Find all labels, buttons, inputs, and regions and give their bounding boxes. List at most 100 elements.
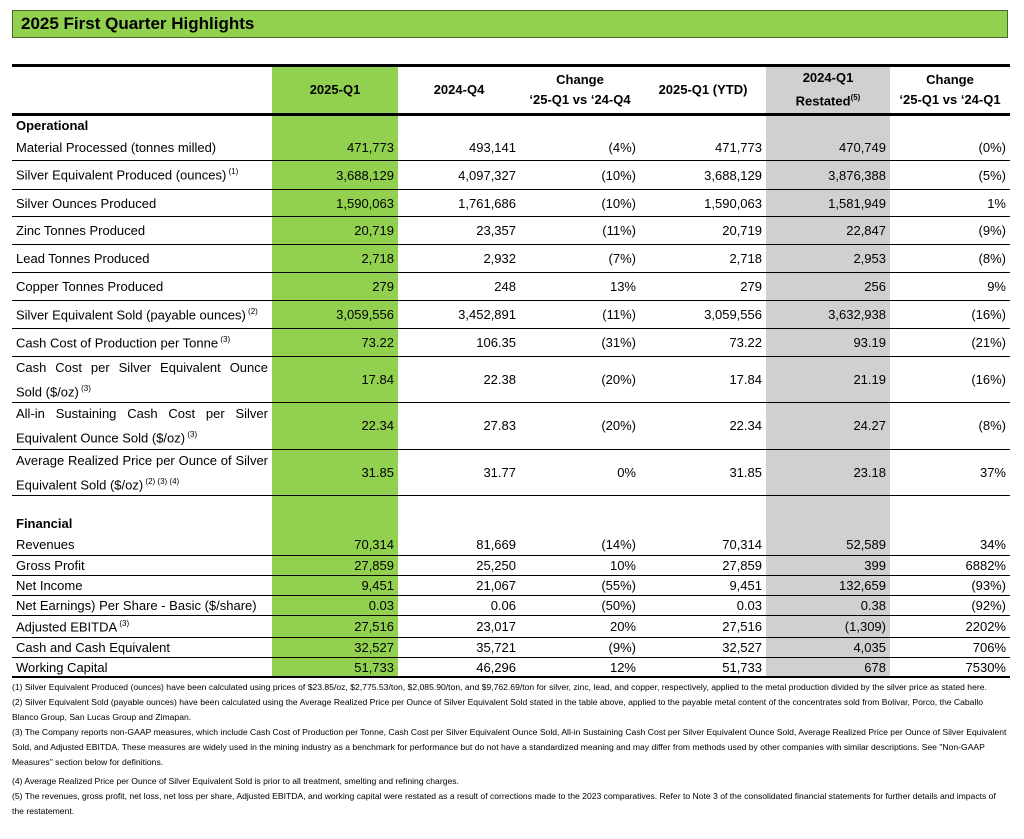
table-cell: 31.85	[640, 449, 766, 496]
table-cell: 0%	[520, 449, 640, 496]
table-cell: (93%)	[890, 575, 1010, 596]
table-cell: 22.34	[272, 402, 398, 450]
table-cell: (16%)	[890, 300, 1010, 329]
table-cell: 20,719	[640, 216, 766, 245]
row-label-text: Material Processed (tonnes milled)	[16, 139, 217, 155]
table-cell: 2,932	[398, 244, 520, 273]
table-cell: (14%)	[520, 533, 640, 556]
column-header: 2025-Q1 (YTD)	[640, 64, 766, 116]
row-label-text: Cash and Cash Equivalent	[16, 639, 170, 655]
table-cell: 1,590,063	[272, 189, 398, 217]
table-cell: 70,314	[272, 533, 398, 556]
table-cell: (10%)	[520, 160, 640, 190]
table-cell: 17.84	[272, 356, 398, 404]
table-row: Lead Tonnes Produced 2,718 2,932 (7%) 2,718 2…	[12, 244, 1010, 273]
footnote-ref: (2)	[245, 306, 258, 316]
footnote-ref: (3)	[78, 384, 91, 393]
page-title: 2025 First Quarter Highlights	[12, 10, 1008, 38]
table-cell: (50%)	[520, 595, 640, 616]
table-cell: 106.35	[398, 328, 520, 357]
table-cell: 31.85	[272, 449, 398, 496]
table-cell: (11%)	[520, 216, 640, 245]
table-cell: 32,527	[272, 637, 398, 658]
row-label-text: Zinc Tonnes Produced	[16, 223, 146, 238]
table-row: All-in Sustaining Cash Cost per Silver E…	[12, 402, 1010, 450]
footnote: (1) Silver Equivalent Produced (ounces) …	[12, 682, 987, 692]
section-title: Operational	[16, 117, 89, 133]
header-text: Change	[556, 72, 604, 87]
table-row: Cash Cost per Silver Equivalent Ounce So…	[12, 356, 1010, 404]
table-cell: 279	[640, 272, 766, 301]
table-cell: 0.03	[272, 595, 398, 616]
header-text: ‘25-Q1 vs ‘24-Q1	[899, 92, 1001, 107]
table-row: Gross Profit 27,859 25,250 10% 27,859 399 6882…	[12, 555, 1010, 576]
table-row: Zinc Tonnes Produced 20,719 23,357 (11%) 20,…	[12, 216, 1010, 245]
table-cell: 31.77	[398, 449, 520, 496]
table-cell: 35,721	[398, 637, 520, 658]
section-title: Financial	[16, 515, 73, 531]
table-cell: 0.38	[766, 595, 890, 616]
row-label-text: Net Income	[16, 577, 83, 593]
row-label-text: Copper Tonnes Produced	[16, 279, 164, 294]
header-text: 2024-Q4	[433, 82, 485, 97]
table-cell: 51,733	[640, 657, 766, 679]
table-cell: 23.18	[766, 449, 890, 496]
table-cell: 27.83	[398, 402, 520, 450]
table-cell: 248	[398, 272, 520, 301]
column-header: 2024-Q4	[398, 64, 520, 116]
table-cell: 256	[766, 272, 890, 301]
footnote-ref: (3)	[185, 430, 198, 440]
footnote: (4) Average Realized Price per Ounce of …	[12, 776, 459, 786]
column-header: 2024-Q1 Restated(5)	[766, 64, 890, 116]
table-cell: 6882%	[890, 555, 1010, 576]
row-label-text: Silver Equivalent Produced (ounces)	[16, 167, 227, 183]
row-label: All-in Sustaining Cash Cost per Silver E…	[12, 402, 272, 450]
table-cell: (7%)	[520, 244, 640, 273]
table-cell: 21,067	[398, 575, 520, 596]
table-cell: 12%	[520, 657, 640, 679]
table-cell: (1,309)	[766, 615, 890, 638]
table-row: Net Income 9,451 21,067 (55%) 9,451 132,659 (9…	[12, 575, 1010, 596]
table-cell: (31%)	[520, 328, 640, 357]
row-label: Silver Equivalent Sold (payable ounces) …	[12, 300, 272, 329]
table-cell: 1,581,949	[766, 189, 890, 217]
footnote: (5) The revenues, gross profit, net loss…	[12, 791, 996, 816]
footnote: (3) The Company reports non-GAAP measure…	[12, 727, 1007, 767]
table-cell: 27,859	[272, 555, 398, 576]
table-cell: (16%)	[890, 356, 1010, 404]
table-cell: 27,859	[640, 555, 766, 576]
table-cell: 51,733	[272, 657, 398, 679]
table-row: Revenues 70,314 81,669 (14%) 70,314 52,589 34%	[12, 533, 1010, 556]
table-cell: (9%)	[520, 637, 640, 658]
row-label: Material Processed (tonnes milled)	[12, 134, 272, 161]
table-cell: 34%	[890, 533, 1010, 556]
table-row: Adjusted EBITDA (3) 27,516 23,017 20% 27,516…	[12, 615, 1010, 638]
table-cell: 2,718	[640, 244, 766, 273]
table-cell: (10%)	[520, 189, 640, 217]
table-row: Average Realized Price per Ounce of Silv…	[12, 449, 1010, 496]
table-cell: 32,527	[640, 637, 766, 658]
table-cell: 3,059,556	[272, 300, 398, 329]
table-cell: 13%	[520, 272, 640, 301]
header-row: 2025-Q1 2024-Q4 Change ‘25-Q1 vs ‘24-Q4 2025…	[12, 64, 1010, 116]
table-cell: (20%)	[520, 356, 640, 404]
table-cell: 27,516	[272, 615, 398, 638]
row-label-text: Gross Profit	[16, 557, 85, 573]
row-label: Lead Tonnes Produced	[12, 244, 272, 273]
row-label: Cash Cost per Silver Equivalent Ounce So…	[12, 356, 272, 404]
highlights-table: 2025-Q1 2024-Q4 Change ‘25-Q1 vs ‘24-Q4 2025…	[12, 64, 1010, 679]
table-cell: 20,719	[272, 216, 398, 245]
section-header: Operational	[12, 114, 1010, 135]
column-header	[12, 64, 272, 116]
row-label-text: Lead Tonnes Produced	[16, 251, 150, 266]
table-cell: 470,749	[766, 134, 890, 161]
header-text: 2024-Q1	[802, 70, 854, 86]
table-cell: 22.34	[640, 402, 766, 450]
table-row: Silver Equivalent Produced (ounces) (1) 3…	[12, 160, 1010, 190]
footnotes: (1) Silver Equivalent Produced (ounces) …	[12, 680, 1010, 819]
table-cell: 3,059,556	[640, 300, 766, 329]
table-cell: 3,632,938	[766, 300, 890, 329]
table-cell: 399	[766, 555, 890, 576]
table-cell: 81,669	[398, 533, 520, 556]
table-cell: (21%)	[890, 328, 1010, 357]
